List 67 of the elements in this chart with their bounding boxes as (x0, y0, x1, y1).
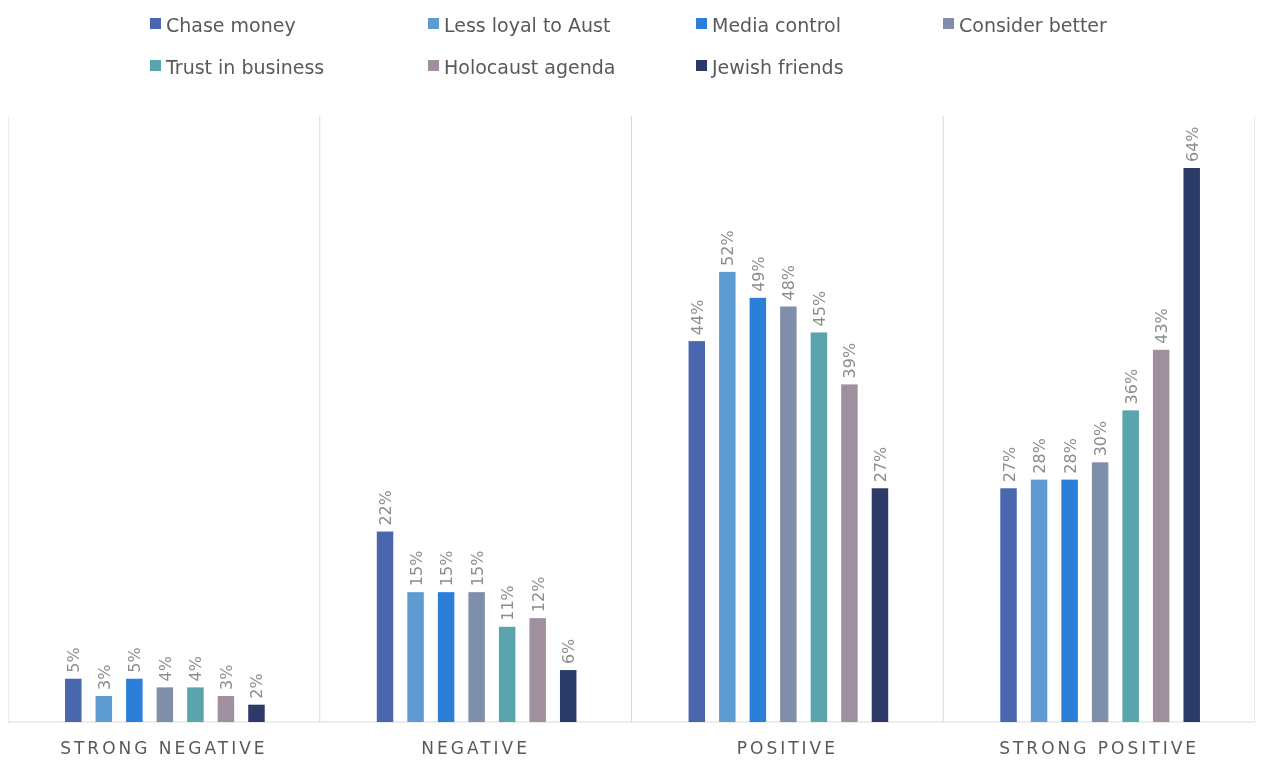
data-label: 48% (779, 264, 799, 301)
data-label: 15% (406, 550, 426, 587)
data-label: 22% (376, 490, 396, 526)
data-label: 2% (247, 673, 267, 699)
bar (1091, 462, 1109, 722)
bar (1183, 168, 1200, 722)
bar (871, 488, 889, 722)
data-label: 49% (748, 256, 768, 292)
data-label: 27% (999, 446, 1019, 483)
bar (187, 687, 204, 722)
data-label: 28% (1060, 438, 1080, 474)
data-label: 4% (186, 655, 206, 682)
data-label: 5% (64, 647, 84, 673)
bar (217, 696, 235, 722)
legend-label: Holocaust agenda (444, 56, 616, 78)
bar (1152, 349, 1170, 722)
x-tick-label: NEGATIVE (421, 738, 530, 758)
x-tick-label: POSITIVE (736, 738, 838, 758)
bar (529, 618, 546, 722)
bar (1000, 488, 1017, 722)
bar (1030, 479, 1048, 722)
bar (688, 341, 706, 722)
bar (1122, 410, 1139, 722)
bar (95, 696, 113, 722)
bar (559, 670, 577, 722)
data-label: 52% (718, 230, 738, 266)
data-label: 6% (559, 638, 579, 665)
bar (498, 626, 516, 722)
legend-label: Chase money (166, 14, 296, 36)
bar (126, 678, 143, 722)
data-label: 15% (467, 550, 487, 587)
bar (248, 704, 265, 722)
legend-label: Media control (712, 14, 841, 36)
bar (437, 592, 455, 722)
bar (156, 687, 174, 722)
bar (780, 306, 797, 722)
legend-label: Jewish friends (711, 56, 844, 78)
data-label: 36% (1121, 368, 1141, 405)
bar (841, 384, 858, 722)
data-label: 3% (94, 664, 114, 691)
x-tick-label: STRONG NEGATIVE (60, 738, 268, 758)
bar (468, 592, 485, 722)
data-label: 5% (125, 647, 145, 673)
bar (749, 297, 767, 722)
x-tick-label: STRONG POSITIVE (999, 738, 1200, 758)
legend-label: Trust in business (165, 56, 325, 78)
data-label: 64% (1182, 126, 1202, 162)
data-label: 27% (870, 446, 890, 483)
data-label: 11% (498, 585, 518, 621)
bar (407, 592, 424, 722)
data-label: 43% (1152, 308, 1172, 344)
legend-label: Less loyal to Aust (444, 14, 611, 36)
data-label: 4% (155, 655, 175, 682)
bar (1061, 479, 1078, 722)
data-label: 3% (216, 664, 236, 691)
data-label: 45% (809, 290, 829, 327)
data-label: 12% (528, 576, 548, 613)
data-label: 15% (437, 550, 457, 587)
legend-label: Consider better (959, 14, 1108, 36)
bar (65, 678, 82, 722)
bar (810, 332, 828, 722)
data-label: 39% (840, 342, 860, 379)
data-label: 30% (1091, 420, 1111, 457)
bar (719, 271, 736, 722)
data-label: 44% (687, 299, 707, 336)
data-label: 28% (1030, 438, 1050, 474)
bar (376, 531, 394, 722)
